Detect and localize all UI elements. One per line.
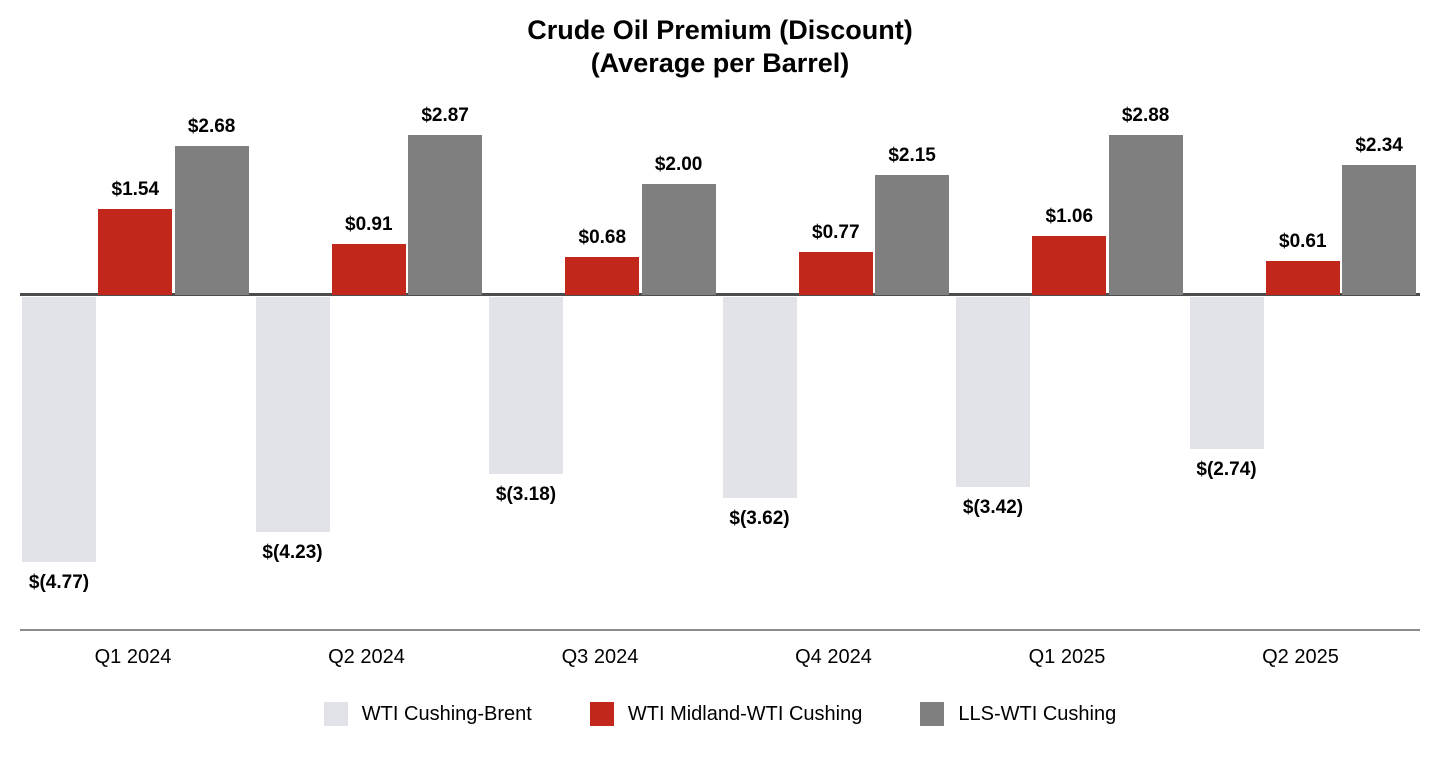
- chart-legend: WTI Cushing-Brent WTI Midland-WTI Cushing…: [0, 702, 1440, 726]
- bar-value-label: $1.06: [1045, 206, 1094, 228]
- bar-value-label: $0.91: [345, 214, 393, 236]
- bar-value-label: $2.68: [187, 115, 236, 137]
- x-tick-label: Q4 2024: [795, 646, 872, 668]
- bar: [255, 297, 330, 533]
- bar-value-label: $2.15: [888, 145, 936, 167]
- bar-value-label: $0.77: [812, 222, 860, 244]
- bar: [331, 244, 406, 295]
- bar: [1032, 236, 1107, 295]
- x-tick-label: Q1 2024: [94, 646, 172, 668]
- bar-value-label: $2.87: [421, 105, 469, 127]
- bar: [1265, 261, 1340, 295]
- legend-item: WTI Cushing-Brent: [323, 702, 532, 726]
- chart-title: Crude Oil Premium (Discount) (Average pe…: [0, 14, 1440, 80]
- bar: [408, 135, 483, 295]
- bar: [1342, 164, 1417, 295]
- x-tick-label: Q2 2024: [328, 646, 405, 668]
- bar-value-label: $1.54: [111, 179, 160, 201]
- bar-value-label: $2.00: [654, 153, 703, 175]
- bar-value-label: $(2.74): [1196, 459, 1257, 481]
- bar: [1108, 134, 1183, 295]
- bar-value-label: $(3.18): [495, 483, 557, 505]
- legend-swatch-icon: [589, 702, 614, 726]
- bar: [956, 297, 1030, 488]
- bar: [875, 175, 950, 295]
- x-axis-line: [20, 629, 1420, 631]
- bar: [174, 145, 249, 295]
- legend-label: LLS-WTI Cushing: [958, 702, 1117, 725]
- bar-value-label: $0.61: [1279, 231, 1327, 253]
- legend-item: LLS-WTI Cushing: [920, 702, 1116, 726]
- x-tick-label: Q1 2025: [1028, 646, 1106, 668]
- bar-value-label: $(3.42): [962, 497, 1024, 519]
- bar: [98, 209, 173, 295]
- x-tick-label: Q3 2024: [561, 646, 639, 668]
- bar-value-label: $(4.23): [262, 542, 323, 564]
- bar: [22, 297, 96, 563]
- legend-label: WTI Midland-WTI Cushing: [627, 702, 863, 725]
- legend-item: WTI Midland-WTI Cushing: [589, 702, 863, 726]
- bar-value-label: $(4.77): [28, 572, 90, 594]
- bar: [798, 252, 873, 295]
- zero-baseline: [20, 293, 1420, 296]
- chart-title-line1: Crude Oil Premium (Discount): [527, 15, 913, 45]
- bar: [641, 183, 716, 295]
- bar-value-label: $0.68: [578, 227, 627, 249]
- bar-value-label: $(3.62): [729, 508, 790, 530]
- x-tick-label: Q2 2025: [1262, 646, 1339, 668]
- bar: [1189, 297, 1264, 450]
- legend-label: WTI Cushing-Brent: [361, 702, 532, 725]
- bar-value-label: $2.34: [1355, 134, 1403, 156]
- legend-swatch-icon: [323, 702, 348, 726]
- bar: [489, 297, 563, 474]
- bar: [565, 257, 640, 295]
- legend-swatch-icon: [920, 702, 945, 726]
- chart-title-line2: (Average per Barrel): [590, 48, 850, 78]
- bar-value-label: $2.88: [1121, 104, 1170, 126]
- bar: [722, 297, 797, 499]
